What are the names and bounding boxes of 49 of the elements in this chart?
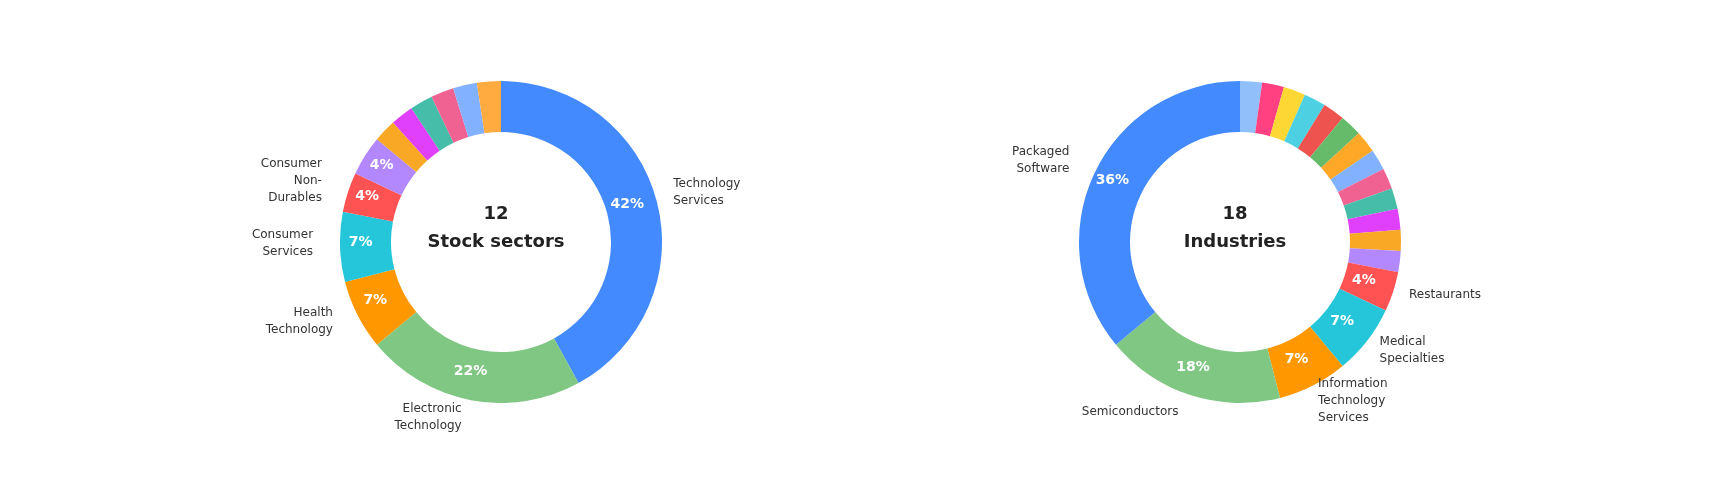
data-label: 7% [1330,312,1354,329]
data-label: 18% [1176,357,1210,374]
donut-slice [1270,87,1305,142]
donut-slice [1349,229,1401,252]
slice-label: Packaged Software [1012,143,1070,175]
slice-label: Technology Services [672,175,741,207]
text: 18 [1221,201,1249,225]
slice-label: Consumer Non-Durables [260,156,323,205]
donut-slice [1338,168,1392,206]
slice-label: Health Technology [264,304,333,336]
data-label: 42% [610,195,644,212]
donut-slice [1297,104,1343,158]
text: Industries [1182,229,1288,253]
donut-slice [1330,150,1384,193]
data-label: 4% [355,187,380,204]
donut-slice [1284,94,1325,149]
donut-slice [340,211,395,283]
data-label: 7% [363,290,388,307]
donut-slice [393,108,440,161]
donut-slice [476,81,501,134]
donut-slice [431,88,469,143]
data-label: 7% [1284,349,1309,366]
donut-slice [1343,188,1398,220]
slice-label: Information Technology Services [1317,376,1388,425]
data-label: 7% [348,233,373,250]
data-label: 36% [1095,171,1130,188]
slice-label: Medical Specialties [1379,333,1445,365]
donut-slice [342,173,402,222]
donut-slice [1339,262,1399,311]
donut-slice [345,269,417,345]
text: Stock sectors [426,229,566,253]
donut-slice [1347,208,1401,234]
donut-slice [1310,117,1359,168]
donut-slice [1348,248,1401,273]
donut-slice [1255,82,1284,137]
slice-label: Consumer Services [251,227,314,259]
slice-label: Semiconductors [1081,404,1179,419]
data-label: 4% [369,156,394,173]
donut-slice [1115,312,1281,403]
data-label: 4% [1351,270,1376,287]
donut-slice [453,82,485,137]
data-label: 22% [453,362,488,379]
donut-slice [376,312,579,403]
slice-label: Electronic Technology [393,401,462,433]
text: 12 [482,201,510,225]
donut-slice [1321,133,1373,180]
donut-slice [411,96,454,151]
slice-label: Restaurants [1409,286,1481,301]
donut-slice [1240,81,1263,134]
